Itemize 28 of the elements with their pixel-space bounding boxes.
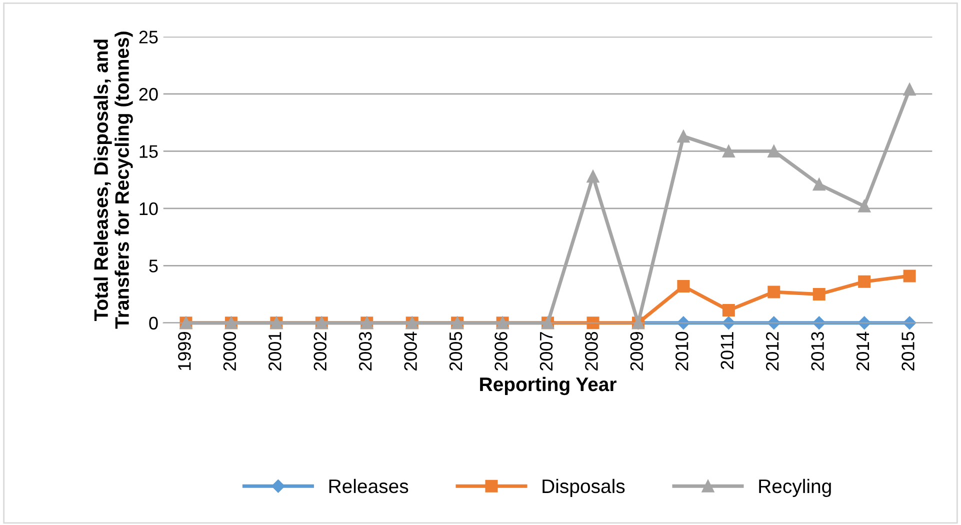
y-tick-label: 15: [140, 145, 158, 158]
x-tick-label: 2003: [358, 332, 372, 370]
legend-label: Disposals: [542, 478, 625, 497]
y-tick-label: 5: [149, 260, 158, 272]
y-axis-title: Total Releases, Disposals, and Transfers for Recycling (tonnes): [94, 32, 133, 329]
x-tick-label: 2014: [856, 332, 870, 370]
x-tick-label: 2013: [811, 332, 824, 370]
x-tick-label: 2001: [268, 332, 282, 370]
y-tick-label: 10: [140, 202, 158, 216]
y-tick-label: 0: [149, 316, 158, 330]
legend-label: Recyling: [759, 478, 831, 497]
x-tick-label: 1999: [178, 332, 191, 370]
x-tick-label: 2004: [404, 332, 417, 370]
y-tick-label: 25: [139, 30, 158, 44]
x-tick-label: 2006: [494, 332, 508, 370]
x-tick-label: 2011: [720, 332, 734, 370]
x-tick-label: 2010: [676, 332, 688, 370]
x-tick-label: 2000: [223, 332, 236, 370]
x-tick-label: 2008: [585, 332, 598, 370]
y-tick-label: 20: [139, 88, 158, 101]
legend-label: Releases: [329, 478, 408, 494]
x-tick-label: 2002: [314, 332, 326, 370]
x-tick-label: 2012: [766, 332, 779, 370]
x-tick-label: 2015: [902, 332, 914, 370]
x-tick-label: 2007: [540, 332, 553, 370]
x-tick-label: 2005: [449, 332, 462, 370]
x-tick-label: 2009: [630, 332, 644, 370]
x-axis-title: Reporting Year: [480, 376, 616, 396]
